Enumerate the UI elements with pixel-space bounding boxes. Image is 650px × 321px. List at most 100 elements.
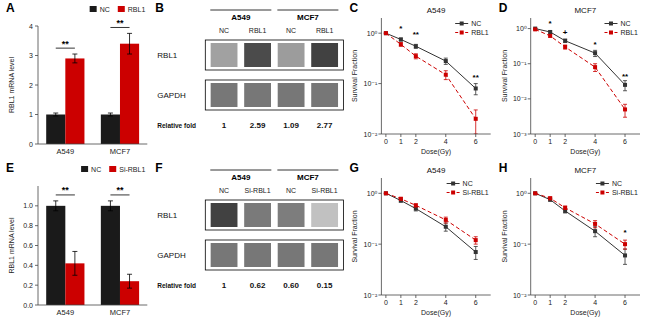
plot-marks xyxy=(384,31,478,134)
marker xyxy=(548,196,552,200)
error-stem xyxy=(129,274,130,288)
panel-line: 10⁻²10⁻¹10⁰01246Dose(Gy)Survival Fractio… xyxy=(349,161,490,317)
lane-label: NC xyxy=(286,27,296,34)
y-tick-label: 10⁻¹ xyxy=(513,60,527,67)
band xyxy=(244,203,271,227)
x-axis xyxy=(381,295,490,296)
y-tick-label: 0.0 xyxy=(23,302,33,309)
error-bar xyxy=(563,39,567,42)
error-cap xyxy=(593,236,597,237)
panel-bar: 01234A549MCF7RBL1 mRNA level****NCRBL1A xyxy=(6,1,147,156)
error-cap xyxy=(474,244,478,245)
marker xyxy=(474,238,478,242)
error-bar xyxy=(399,43,403,47)
lane-label: RBL1 xyxy=(316,27,334,34)
x-tick xyxy=(625,295,626,298)
y-tick xyxy=(35,55,38,56)
plot-marks xyxy=(46,201,139,305)
legend-swatch xyxy=(81,166,88,172)
panel-label: H xyxy=(499,161,508,175)
title: A549 xyxy=(427,6,446,15)
title: A549 xyxy=(427,166,446,175)
error-bar xyxy=(444,71,448,80)
marker xyxy=(384,31,388,35)
legend: NCSi-RBL1 xyxy=(81,166,145,173)
legend-marker xyxy=(600,182,604,186)
bar xyxy=(101,206,120,305)
group-overline xyxy=(277,170,338,171)
marker xyxy=(623,253,627,257)
error-bar xyxy=(474,237,478,244)
x-tick-label: A549 xyxy=(57,147,75,156)
significance-label: * xyxy=(623,228,627,237)
error-cap xyxy=(623,249,627,250)
bar xyxy=(65,58,84,144)
error-cap xyxy=(623,104,627,105)
x-tick-label: 2 xyxy=(414,299,418,306)
x-tick-label: 0 xyxy=(384,138,388,145)
y-tick xyxy=(35,305,38,306)
marker xyxy=(623,107,627,111)
error-bar xyxy=(474,110,478,134)
marker xyxy=(533,27,537,31)
marker xyxy=(623,83,627,87)
error-bar xyxy=(563,45,567,49)
x-tick-label: 1 xyxy=(548,138,552,145)
group-overline xyxy=(210,170,271,171)
significance-label: * xyxy=(549,19,553,28)
x-axis-label: Dose(Gy) xyxy=(421,148,451,156)
y-tick xyxy=(528,98,531,99)
band xyxy=(311,203,338,227)
legend-marker xyxy=(460,22,464,26)
x-axis xyxy=(38,144,147,145)
legend-marker xyxy=(451,191,455,195)
x-tick-label: 2 xyxy=(414,138,418,145)
x-tick-label: 0 xyxy=(533,138,537,145)
error-cap xyxy=(444,70,448,71)
x-tick xyxy=(625,134,626,137)
error-bar xyxy=(399,197,403,200)
row-label: RBL1 xyxy=(157,211,178,220)
error-bar xyxy=(72,251,77,275)
y-tick-label: 10⁰ xyxy=(367,190,378,197)
marker xyxy=(563,45,567,49)
marker xyxy=(399,197,403,201)
error-cap xyxy=(444,223,448,224)
error-cap xyxy=(623,249,627,250)
x-tick xyxy=(565,295,566,298)
significance-label: * xyxy=(399,24,403,33)
y-tick-label: 10⁻² xyxy=(364,131,378,138)
legend-item: RBL1 xyxy=(455,29,489,36)
legend: NCRBL1 xyxy=(455,20,489,36)
y-tick-label: 0.2 xyxy=(23,282,33,289)
marker xyxy=(414,203,418,207)
marker xyxy=(533,191,537,195)
y-tick-label: 0 xyxy=(29,141,33,148)
y-axis xyxy=(530,178,531,295)
data-label: 0.62 xyxy=(250,281,266,290)
error-cap xyxy=(127,33,132,34)
row-label: GAPDH xyxy=(157,251,186,260)
series-line xyxy=(386,193,476,252)
x-tick xyxy=(445,134,446,137)
legend-item: RBL1 xyxy=(118,6,146,13)
x-tick-label: 1 xyxy=(399,138,403,145)
y-tick-label: 3 xyxy=(29,52,33,59)
x-axis-label: Dose(Gy) xyxy=(421,309,451,317)
values-title: Relative fold xyxy=(157,282,196,289)
error-bar xyxy=(414,204,418,207)
error-cap xyxy=(444,217,448,218)
y-axis xyxy=(530,18,531,134)
y-tick-label: 1 xyxy=(29,111,33,118)
error-bar xyxy=(593,64,597,72)
y-tick xyxy=(528,63,531,64)
x-tick xyxy=(445,295,446,298)
marker xyxy=(414,44,418,48)
legend-label: RBL1 xyxy=(128,6,146,13)
error-cap xyxy=(623,264,627,265)
marker xyxy=(593,229,597,233)
lane-label: NC xyxy=(219,187,229,194)
band xyxy=(278,43,305,67)
error-cap xyxy=(593,220,597,221)
x-tick xyxy=(475,295,476,298)
